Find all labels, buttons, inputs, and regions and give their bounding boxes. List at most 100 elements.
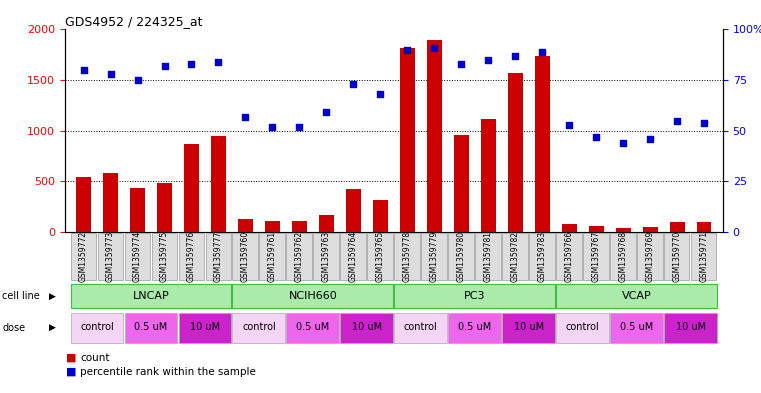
Text: GSM1359777: GSM1359777: [214, 231, 223, 282]
Text: control: control: [565, 322, 600, 332]
FancyBboxPatch shape: [476, 233, 501, 280]
Text: control: control: [242, 322, 275, 332]
FancyBboxPatch shape: [286, 233, 312, 280]
Text: GSM1359766: GSM1359766: [565, 231, 574, 282]
Point: [509, 53, 521, 59]
Text: 0.5 uM: 0.5 uM: [135, 322, 167, 332]
Text: GSM1359778: GSM1359778: [403, 231, 412, 282]
Text: GSM1359765: GSM1359765: [376, 231, 385, 282]
Point: [536, 49, 548, 55]
FancyBboxPatch shape: [448, 312, 501, 343]
Bar: [670, 222, 684, 232]
Text: GSM1359762: GSM1359762: [295, 231, 304, 282]
FancyBboxPatch shape: [529, 233, 555, 280]
Text: GDS4952 / 224325_at: GDS4952 / 224325_at: [65, 15, 202, 28]
Bar: [238, 219, 253, 232]
Point: [293, 123, 305, 130]
Point: [563, 121, 575, 128]
Point: [320, 109, 333, 116]
Text: VCAP: VCAP: [622, 291, 651, 301]
FancyBboxPatch shape: [368, 233, 393, 280]
Text: GSM1359770: GSM1359770: [673, 231, 682, 282]
FancyBboxPatch shape: [394, 284, 555, 309]
Text: GSM1359760: GSM1359760: [241, 231, 250, 282]
Point: [428, 44, 441, 51]
Point: [698, 119, 710, 126]
FancyBboxPatch shape: [340, 233, 366, 280]
FancyBboxPatch shape: [71, 312, 123, 343]
Text: GSM1359763: GSM1359763: [322, 231, 331, 282]
Point: [590, 134, 602, 140]
Point: [104, 71, 116, 77]
FancyBboxPatch shape: [394, 233, 420, 280]
FancyBboxPatch shape: [448, 233, 473, 280]
Bar: [481, 119, 495, 232]
Point: [240, 113, 252, 119]
Text: GSM1359761: GSM1359761: [268, 231, 277, 282]
Point: [617, 140, 629, 146]
Bar: [319, 215, 334, 232]
FancyBboxPatch shape: [233, 312, 285, 343]
Point: [132, 77, 144, 83]
Text: ▶: ▶: [49, 323, 56, 332]
FancyBboxPatch shape: [637, 233, 663, 280]
FancyBboxPatch shape: [260, 233, 285, 280]
Point: [644, 136, 656, 142]
FancyBboxPatch shape: [610, 312, 663, 343]
Text: GSM1359767: GSM1359767: [591, 231, 600, 282]
FancyBboxPatch shape: [97, 233, 123, 280]
Text: GSM1359774: GSM1359774: [133, 231, 142, 282]
Text: NCIH660: NCIH660: [288, 291, 337, 301]
Point: [347, 81, 359, 87]
Text: 10 uM: 10 uM: [676, 322, 705, 332]
FancyBboxPatch shape: [233, 284, 393, 309]
FancyBboxPatch shape: [233, 233, 258, 280]
Bar: [562, 224, 577, 232]
Bar: [157, 183, 172, 232]
FancyBboxPatch shape: [556, 284, 717, 309]
Point: [671, 118, 683, 124]
Point: [482, 57, 495, 63]
FancyBboxPatch shape: [71, 284, 231, 309]
Text: GSM1359768: GSM1359768: [619, 231, 628, 282]
Text: 0.5 uM: 0.5 uM: [296, 322, 330, 332]
Text: GSM1359771: GSM1359771: [699, 231, 708, 282]
FancyBboxPatch shape: [71, 233, 96, 280]
FancyBboxPatch shape: [286, 312, 339, 343]
Bar: [508, 73, 523, 232]
Bar: [103, 173, 118, 232]
Bar: [76, 177, 91, 232]
FancyBboxPatch shape: [691, 233, 716, 280]
FancyBboxPatch shape: [422, 233, 447, 280]
Bar: [616, 228, 631, 232]
FancyBboxPatch shape: [205, 233, 231, 280]
Point: [186, 61, 198, 67]
Text: LNCAP: LNCAP: [132, 291, 170, 301]
Text: GSM1359776: GSM1359776: [187, 231, 196, 282]
Text: cell line: cell line: [2, 291, 40, 301]
Point: [455, 61, 467, 67]
Bar: [696, 222, 712, 232]
Text: dose: dose: [2, 323, 25, 332]
Text: count: count: [80, 353, 110, 363]
Point: [374, 91, 387, 97]
Text: control: control: [80, 322, 114, 332]
Bar: [292, 221, 307, 232]
Text: GSM1359783: GSM1359783: [538, 231, 546, 282]
Bar: [643, 227, 658, 232]
FancyBboxPatch shape: [664, 233, 689, 280]
Text: percentile rank within the sample: percentile rank within the sample: [80, 367, 256, 377]
Text: ▶: ▶: [49, 292, 56, 301]
Text: GSM1359779: GSM1359779: [430, 231, 439, 282]
Text: 0.5 uM: 0.5 uM: [620, 322, 653, 332]
Point: [78, 67, 90, 73]
Point: [212, 59, 224, 65]
Bar: [346, 189, 361, 232]
FancyBboxPatch shape: [556, 312, 609, 343]
FancyBboxPatch shape: [610, 233, 635, 280]
Text: 10 uM: 10 uM: [352, 322, 382, 332]
Text: 10 uM: 10 uM: [514, 322, 544, 332]
FancyBboxPatch shape: [502, 312, 555, 343]
FancyBboxPatch shape: [125, 233, 150, 280]
Bar: [589, 226, 603, 232]
